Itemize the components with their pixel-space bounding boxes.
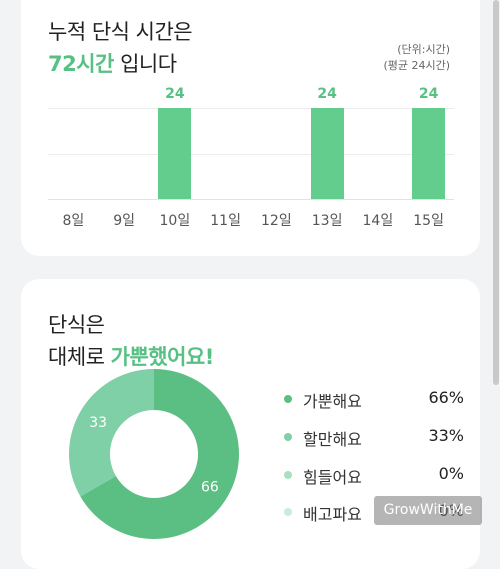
bar xyxy=(158,108,192,199)
mood-title: 단식은 xyxy=(48,313,105,337)
legend-dot xyxy=(284,508,292,516)
bar-value-label: 24 xyxy=(165,86,185,102)
fasting-total-line: 72시간 입니다 xyxy=(48,48,177,78)
legend-item: 힘들어요 0% xyxy=(284,464,464,487)
legend-label: 배고파요 xyxy=(303,505,362,524)
chart-average: (평균 24시간) xyxy=(383,59,450,72)
bar xyxy=(310,108,344,199)
chart-unit: (단위:시간) xyxy=(397,43,450,56)
donut-slice-label: 66 xyxy=(201,479,219,495)
baseline xyxy=(48,199,454,200)
fasting-title: 누적 단식 시간은 xyxy=(48,20,193,44)
legend-value: 66% xyxy=(428,388,464,407)
legend-dot xyxy=(284,395,292,403)
fasting-total-hours: 72시간 xyxy=(48,52,114,76)
legend-dot xyxy=(284,433,292,441)
app-watermark: GrowWithMe xyxy=(374,496,482,525)
fasting-bar-chart: 8일 9일 24 10일 11일 12일 24 13일 14일 24 15일 xyxy=(48,80,454,229)
donut-slice-label: 33 xyxy=(89,415,107,431)
x-tick-label: 8일 xyxy=(62,213,85,229)
bar-value-label: 24 xyxy=(418,86,439,102)
x-tick-label: 9일 xyxy=(113,213,136,229)
fasting-summary-card: 누적 단식 시간은 72시간 입니다 (단위:시간) (평균 24시간) 8일 9… xyxy=(21,0,480,256)
legend-item: 할만해요 33% xyxy=(284,426,464,449)
x-tick-label: 15일 xyxy=(413,213,444,229)
x-tick-label: 12일 xyxy=(261,213,292,229)
bar xyxy=(412,108,446,199)
legend-label: 가뿐해요 xyxy=(303,392,362,411)
legend-value: 0% xyxy=(438,464,464,483)
x-tick-label: 14일 xyxy=(362,213,394,229)
legend-item: 가뿐해요 66% xyxy=(284,388,464,411)
legend-label: 힘들어요 xyxy=(303,468,362,487)
fasting-mood-card: 단식은 대체로 가뿐했어요! 66 33 가뿐해요 66% 할만해요 33% 힘들… xyxy=(21,279,480,569)
legend-value: 33% xyxy=(428,426,464,445)
mood-summary-line: 대체로 가뿐했어요! xyxy=(48,341,214,371)
x-tick-label: 10일 xyxy=(159,213,191,229)
fasting-total-suffix: 입니다 xyxy=(120,52,177,76)
x-tick-label: 11일 xyxy=(210,213,241,229)
legend-label: 할만해요 xyxy=(303,430,362,449)
gridline xyxy=(48,154,454,155)
x-tick-label: 13일 xyxy=(311,213,343,229)
legend-dot xyxy=(284,471,292,479)
mood-summary-prefix: 대체로 xyxy=(48,345,105,369)
mood-summary-value: 가뿐했어요! xyxy=(110,345,215,369)
bar-value-label: 24 xyxy=(317,86,337,102)
chart-unit-note: (단위:시간) (평균 24시간) xyxy=(383,42,450,74)
donut-slice xyxy=(80,369,239,539)
gridline xyxy=(48,108,454,109)
donut-slice xyxy=(69,369,154,497)
page-scrollbar[interactable] xyxy=(493,0,499,385)
mood-donut-chart: 66 33 xyxy=(69,369,239,539)
